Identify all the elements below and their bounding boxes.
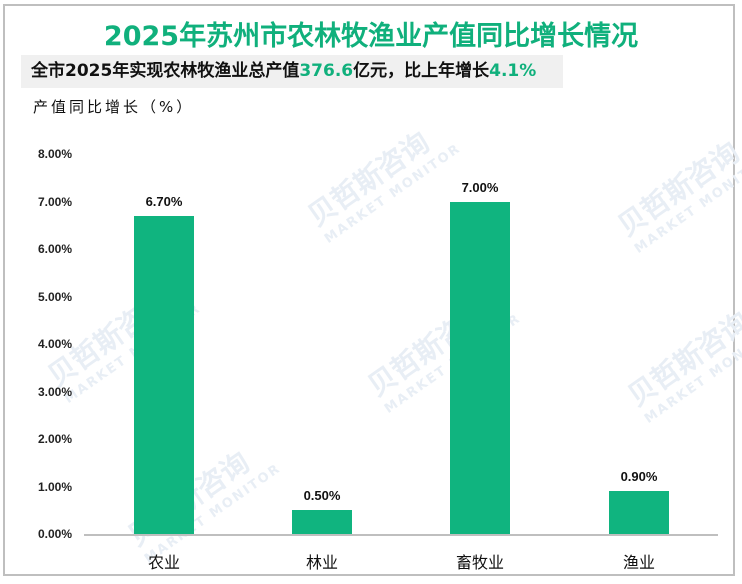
y-tick-label: 2.00% bbox=[37, 432, 72, 446]
y-tick-label: 6.00% bbox=[37, 242, 72, 256]
bar-1 bbox=[134, 215, 194, 534]
bar-4 bbox=[609, 491, 669, 534]
y-tick-label: 0.00% bbox=[37, 527, 72, 541]
chart-subtitle: 全市2025年实现农林牧渔业总产值376.6亿元，比上年增长4.1% bbox=[21, 55, 563, 88]
bar-3 bbox=[450, 201, 510, 534]
data-label: 0.90% bbox=[620, 469, 658, 485]
data-label: 7.00% bbox=[461, 179, 499, 195]
chart-frame bbox=[3, 4, 735, 576]
y-tick-label: 7.00% bbox=[37, 194, 72, 209]
x-category-label: 林业 bbox=[305, 553, 338, 572]
y-tick-label: 8.00% bbox=[37, 147, 72, 161]
bar-2 bbox=[292, 510, 352, 534]
y-tick-label: 3.00% bbox=[37, 384, 72, 399]
y-tick-label: 5.00% bbox=[37, 289, 72, 304]
x-axis-line bbox=[84, 534, 718, 536]
x-category-label: 畜牧业 bbox=[455, 553, 504, 572]
x-category-label: 渔业 bbox=[622, 553, 655, 572]
y-tick-label: 1.00% bbox=[37, 479, 72, 494]
data-label: 0.50% bbox=[303, 488, 341, 504]
subtitle-prefix: 全市2025年实现农林牧渔业总产值 bbox=[31, 61, 300, 81]
data-label: 6.70% bbox=[145, 193, 183, 209]
chart-title: 2025年苏州市农林牧渔业产值同比增长情况 bbox=[103, 21, 639, 52]
x-category-label: 农业 bbox=[147, 553, 180, 572]
subtitle-middle: 亿元，比上年增长 bbox=[353, 61, 490, 81]
growth-rate: 4.1% bbox=[489, 61, 537, 81]
y-tick-label: 4.00% bbox=[37, 337, 72, 351]
total-output-value: 376.6 bbox=[299, 61, 354, 81]
y-axis-label: 产值同比增长（%） bbox=[33, 98, 195, 116]
